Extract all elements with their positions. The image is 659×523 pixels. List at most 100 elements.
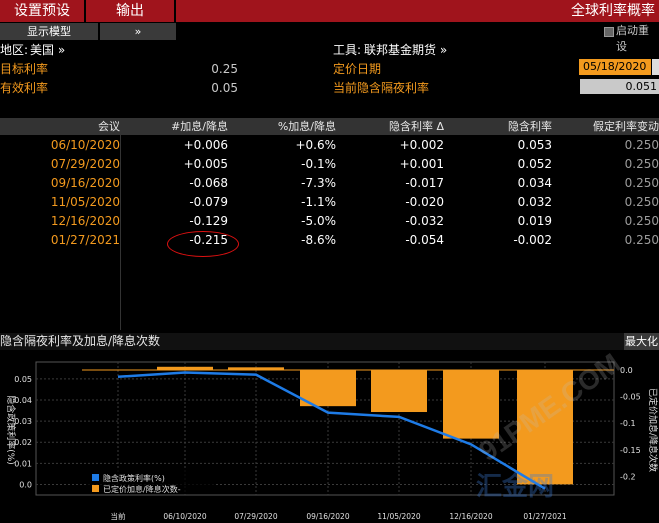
table-cell-pct: +0.6%	[295, 138, 336, 152]
table-cell-num: -0.068	[189, 176, 228, 190]
region-selector[interactable]: 美国 »	[30, 43, 66, 57]
legend-swatch	[92, 485, 99, 492]
preset-menu-button[interactable]: 设置预设	[0, 0, 84, 22]
right-tick-label: -0.2	[620, 472, 636, 481]
autorun-checkbox[interactable]	[604, 27, 614, 37]
table-cell-delta: -0.054	[405, 233, 444, 247]
table-cell-implied: 0.034	[517, 176, 552, 190]
output-menu-button[interactable]: 输出	[86, 0, 174, 22]
x-tick-label: 11/05/2020	[377, 512, 420, 521]
table-cell-meeting: 12/16/2020	[50, 214, 120, 228]
table-cell-pct: -0.1%	[301, 157, 336, 171]
right-tick-label: -0.05	[620, 393, 641, 402]
bar-11/05/2020	[371, 369, 427, 413]
table-cell-delta: -0.017	[405, 176, 444, 190]
table-cell-assumed: 0.250	[624, 195, 659, 209]
bar-09/16/2020	[300, 369, 356, 407]
implied-rate-line	[117, 371, 546, 490]
table-cell-meeting: 07/29/2020	[50, 157, 120, 171]
table-cell-implied: -0.002	[513, 233, 552, 247]
x-tick-label: 当前	[111, 511, 126, 521]
table-cell-meeting: 09/16/2020	[50, 176, 120, 190]
legend-box	[88, 469, 214, 493]
effective-rate-value: 0.05	[211, 81, 238, 95]
left-tick-label: 0.04	[14, 396, 32, 405]
display-model-label: 显示模型	[27, 25, 71, 38]
highlight-circle	[167, 231, 239, 257]
target-rate-label: 目标利率	[0, 62, 49, 76]
implied-overnight-label: 当前隐含隔夜利率	[333, 81, 430, 95]
table-cell-pct: -1.1%	[301, 195, 336, 209]
x-tick-label: 07/29/2020	[234, 512, 277, 521]
table-cell-pct: -5.0%	[301, 214, 336, 228]
left-axis-label: 隐含政策利率(%)	[5, 395, 17, 465]
left-tick-label: 0.05	[14, 375, 32, 384]
table-cell-assumed: 0.250	[624, 157, 659, 171]
table-header: 会议 #加息/降息 %加息/降息 隐含利率 Δ 隐含利率 假定利率变动	[0, 118, 659, 135]
display-model-button[interactable]: 显示模型	[0, 23, 98, 40]
table-cell-implied: 0.019	[517, 214, 552, 228]
legend-label: 已定价加息/降息次数-	[103, 484, 181, 494]
table-cell-assumed: 0.250	[624, 176, 659, 190]
x-tick-label: 09/16/2020	[306, 512, 349, 521]
col-implied-delta[interactable]: 隐含利率 Δ	[388, 120, 444, 133]
table-cell-num: -0.079	[189, 195, 228, 209]
table-cell-delta: -0.020	[405, 195, 444, 209]
table-cell-assumed: 0.250	[624, 138, 659, 152]
x-tick-label: 12/16/2020	[449, 512, 492, 521]
pricing-date-label: 定价日期	[333, 62, 382, 76]
instrument-label: 工具:	[333, 43, 362, 57]
plot-frame	[35, 361, 615, 496]
implied-overnight-value: 0.051	[580, 79, 659, 94]
autorun-label: 启动重设	[616, 24, 649, 53]
col-pct-hikes[interactable]: %加息/降息	[277, 120, 336, 133]
pricing-date-input[interactable]: 05/18/2020	[579, 59, 651, 75]
legend-swatch	[92, 474, 99, 481]
table-cell-pct: -8.6%	[301, 233, 336, 247]
table-cell-implied: 0.032	[517, 195, 552, 209]
table-cell-delta: +0.001	[399, 157, 444, 171]
expand-chevron-button[interactable]: »	[100, 23, 176, 40]
target-rate-value: 0.25	[211, 62, 238, 76]
x-tick-label: 06/10/2020	[163, 512, 206, 521]
bar-01/27/2021	[517, 369, 573, 485]
date-picker-icon[interactable]	[652, 59, 659, 75]
chart-area: 0.05 0.04 0.03 0.02 0.01 0.0 0.0 -0.05 -0.1 -0.15…	[0, 350, 659, 523]
table-cell-implied: 0.052	[517, 157, 552, 171]
table-cell-assumed: 0.250	[624, 233, 659, 247]
table-cell-implied: 0.053	[517, 138, 552, 152]
table-cell-num: +0.005	[183, 157, 228, 171]
right-axis-label: 已定价加息/降息次数	[647, 388, 659, 472]
table-cell-assumed: 0.250	[624, 214, 659, 228]
table-cell-delta: -0.032	[405, 214, 444, 228]
col-num-hikes[interactable]: #加息/降息	[171, 120, 228, 133]
col-assumed-change[interactable]: 假定利率变动	[593, 120, 659, 133]
table-cell-num: +0.006	[183, 138, 228, 152]
table-cell-pct: -7.3%	[301, 176, 336, 190]
bar-06/10/2020	[157, 366, 213, 370]
effective-rate-label: 有效利率	[0, 81, 49, 95]
table-cell-num: -0.129	[189, 214, 228, 228]
left-tick-label: 0.03	[14, 417, 32, 426]
x-tick-label: 01/27/2021	[523, 512, 566, 521]
left-tick-label: 0.02	[14, 438, 32, 447]
table-cell-delta: +0.002	[399, 138, 444, 152]
menu-bar-fill	[176, 0, 541, 22]
right-tick-label: -0.15	[620, 446, 641, 455]
col-meeting[interactable]: 会议	[98, 120, 120, 133]
maximize-button[interactable]: 最大化	[624, 333, 659, 350]
table-cell-meeting: 11/05/2020	[50, 195, 120, 209]
region-label: 地区:	[0, 43, 29, 57]
bar-12/16/2020	[443, 369, 499, 439]
bar-07/29/2020	[228, 367, 284, 370]
right-tick-label: -0.1	[620, 419, 636, 428]
right-tick-label: 0.0	[620, 366, 633, 375]
app-title: 全球利率概率	[541, 0, 659, 22]
table-divider	[120, 135, 121, 330]
instrument-selector[interactable]: 联邦基金期货 »	[364, 43, 448, 57]
col-implied-rate[interactable]: 隐含利率	[508, 120, 552, 133]
legend-label: 隐含政策利率(%)	[103, 473, 165, 483]
left-tick-label: 0.0	[19, 480, 32, 489]
table-cell-meeting: 01/27/2021	[50, 233, 120, 247]
chart-title: 隐含隔夜利率及加息/降息次数	[0, 333, 625, 350]
